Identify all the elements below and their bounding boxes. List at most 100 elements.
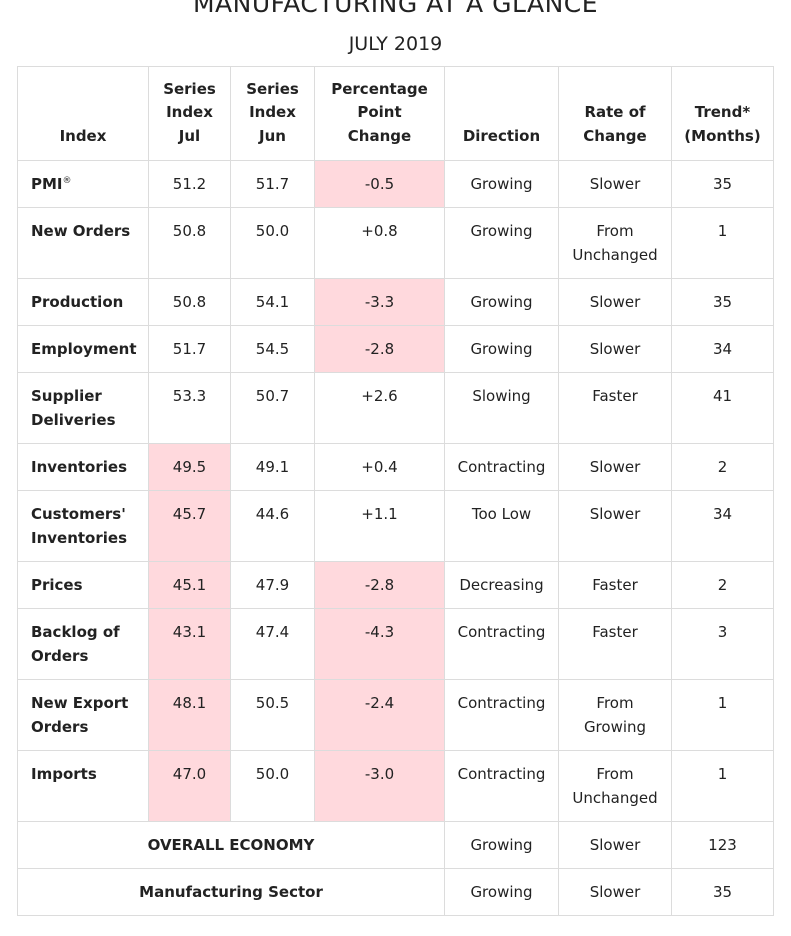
series-jul-cell: 43.1 <box>148 608 231 680</box>
rate-cell: Slower <box>558 821 672 869</box>
header-series-jul: Series Index Jul <box>148 66 231 161</box>
rate-cell: Slower <box>558 490 672 562</box>
series-jun-cell: 50.0 <box>230 750 315 822</box>
series-jul-cell: 45.7 <box>148 490 231 562</box>
table-row: Backlog of Orders 43.1 47.4 -4.3 Contracting F… <box>17 608 774 680</box>
header-direction: Direction <box>444 66 559 161</box>
table-row: New Orders 50.8 50.0 +0.8 Growing From Unchang… <box>17 207 774 279</box>
series-jul-cell: 51.2 <box>148 160 231 208</box>
direction-cell: Growing <box>444 278 559 326</box>
direction-cell: Contracting <box>444 750 559 822</box>
trend-cell: 1 <box>671 207 774 279</box>
rate-cell: Slower <box>558 868 672 916</box>
series-jul-cell: 51.7 <box>148 325 231 373</box>
pp-change-cell: -3.3 <box>314 278 445 326</box>
trend-cell: 123 <box>671 821 774 869</box>
series-jun-cell: 50.7 <box>230 372 315 444</box>
manufacturing-table: Index Series Index Jul Series Index Jun Perc… <box>17 66 774 916</box>
direction-cell: Growing <box>444 325 559 373</box>
table-row: Production 50.8 54.1 -3.3 Growing Slower 35 <box>17 278 774 326</box>
index-name-cell: Prices <box>17 561 149 609</box>
direction-cell: Growing <box>444 207 559 279</box>
index-name-cell: Supplier Deliveries <box>17 372 149 444</box>
summary-label-cell: OVERALL ECONOMY <box>17 821 445 869</box>
series-jun-cell: 50.5 <box>230 679 315 751</box>
index-name-cell: Employment <box>17 325 149 373</box>
index-name-cell: Customers' Inventories <box>17 490 149 562</box>
table-row: Imports 47.0 50.0 -3.0 Contracting From Unchan… <box>17 750 774 822</box>
direction-cell: Growing <box>444 868 559 916</box>
series-jun-cell: 47.9 <box>230 561 315 609</box>
pp-change-cell: +2.6 <box>314 372 445 444</box>
direction-cell: Contracting <box>444 679 559 751</box>
index-name-cell: Inventories <box>17 443 149 491</box>
table-row: New Export Orders 48.1 50.5 -2.4 Contracting F… <box>17 679 774 751</box>
pp-change-cell: -3.0 <box>314 750 445 822</box>
series-jul-cell: 47.0 <box>148 750 231 822</box>
series-jun-cell: 47.4 <box>230 608 315 680</box>
index-name-cell: PMI® <box>17 160 149 208</box>
direction-cell: Contracting <box>444 443 559 491</box>
trend-cell: 3 <box>671 608 774 680</box>
header-series-jun: Series Index Jun <box>230 66 315 161</box>
series-jun-cell: 51.7 <box>230 160 315 208</box>
trend-cell: 34 <box>671 325 774 373</box>
trend-cell: 2 <box>671 443 774 491</box>
rate-cell: From Unchanged <box>558 207 672 279</box>
series-jun-cell: 49.1 <box>230 443 315 491</box>
pp-change-cell: +0.4 <box>314 443 445 491</box>
table-row: Inventories 49.5 49.1 +0.4 Contracting Slower… <box>17 443 774 491</box>
header-pp-change: Percentage Point Change <box>314 66 445 161</box>
page-title: MANUFACTURING AT A GLANCE <box>192 0 599 18</box>
trend-cell: 2 <box>671 561 774 609</box>
direction-cell: Decreasing <box>444 561 559 609</box>
series-jul-cell: 49.5 <box>148 443 231 491</box>
trend-cell: 1 <box>671 750 774 822</box>
series-jul-cell: 50.8 <box>148 278 231 326</box>
series-jun-cell: 54.1 <box>230 278 315 326</box>
pp-change-cell: -2.8 <box>314 561 445 609</box>
series-jun-cell: 54.5 <box>230 325 315 373</box>
table-row: PMI® 51.2 51.7 -0.5 Growing Slower 35 <box>17 160 774 208</box>
index-name-cell: New Orders <box>17 207 149 279</box>
rate-cell: Slower <box>558 278 672 326</box>
pp-change-cell: +1.1 <box>314 490 445 562</box>
rate-cell: Slower <box>558 443 672 491</box>
summary-row: Manufacturing Sector Growing Slower 35 <box>17 868 774 916</box>
header-row: Index Series Index Jul Series Index Jun Perc… <box>17 66 774 161</box>
rate-cell: Faster <box>558 608 672 680</box>
trend-cell: 34 <box>671 490 774 562</box>
trend-cell: 1 <box>671 679 774 751</box>
pp-change-cell: -4.3 <box>314 608 445 680</box>
summary-label-cell: Manufacturing Sector <box>17 868 445 916</box>
pp-change-cell: -2.4 <box>314 679 445 751</box>
header-index: Index <box>17 66 149 161</box>
series-jun-cell: 50.0 <box>230 207 315 279</box>
page-subtitle: JULY 2019 <box>348 33 443 55</box>
series-jun-cell: 44.6 <box>230 490 315 562</box>
trend-cell: 35 <box>671 868 774 916</box>
direction-cell: Growing <box>444 160 559 208</box>
rate-cell: Slower <box>558 160 672 208</box>
series-jul-cell: 50.8 <box>148 207 231 279</box>
direction-cell: Contracting <box>444 608 559 680</box>
pp-change-cell: +0.8 <box>314 207 445 279</box>
index-name-cell: Production <box>17 278 149 326</box>
trend-cell: 41 <box>671 372 774 444</box>
direction-cell: Growing <box>444 821 559 869</box>
index-name-cell: Backlog of Orders <box>17 608 149 680</box>
table-row: Supplier Deliveries 53.3 50.7 +2.6 Slowing Fas… <box>17 372 774 444</box>
header-rate: Rate of Change <box>558 66 672 161</box>
rate-cell: Slower <box>558 325 672 373</box>
direction-cell: Slowing <box>444 372 559 444</box>
rate-cell: From Growing <box>558 679 672 751</box>
table-row: Employment 51.7 54.5 -2.8 Growing Slower 34 <box>17 325 774 373</box>
series-jul-cell: 48.1 <box>148 679 231 751</box>
table-row: Prices 45.1 47.9 -2.8 Decreasing Faster 2 <box>17 561 774 609</box>
series-jul-cell: 45.1 <box>148 561 231 609</box>
table-row: Customers' Inventories 45.7 44.6 +1.1 Too Low… <box>17 490 774 562</box>
rate-cell: From Unchanged <box>558 750 672 822</box>
index-name-cell: Imports <box>17 750 149 822</box>
rate-cell: Faster <box>558 372 672 444</box>
trend-cell: 35 <box>671 278 774 326</box>
